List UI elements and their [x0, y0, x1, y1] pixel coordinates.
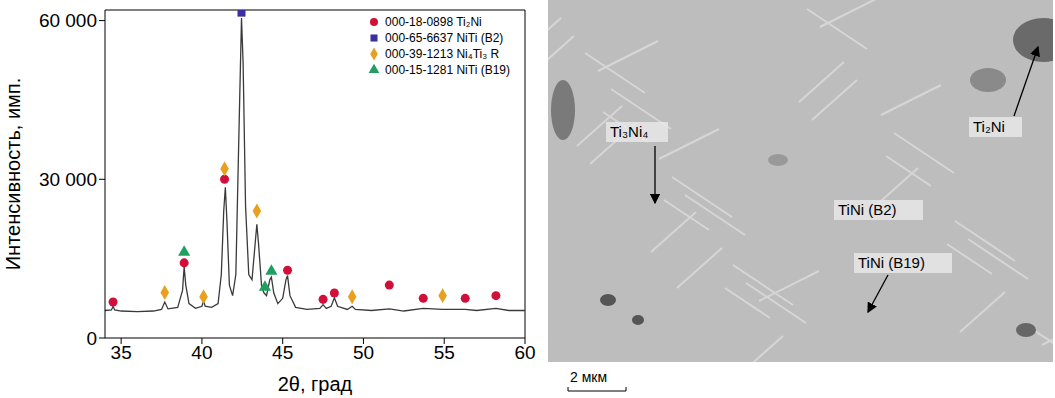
- svg-text:50: 50: [353, 342, 374, 363]
- html-text:000-15-1281 NiTi (B19): 000-15-1281 NiTi (B19): [385, 63, 510, 77]
- svg-text:TiNi (B19): TiNi (B19): [858, 254, 925, 271]
- svg-text:Ti₃Ni₄: Ti₃Ni₄: [610, 123, 648, 140]
- svg-text:35: 35: [111, 342, 132, 363]
- svg-text:40: 40: [191, 342, 212, 363]
- svg-text:2 мкм: 2 мкм: [570, 369, 607, 385]
- svg-text:Ti₂Ni: Ti₂Ni: [973, 118, 1005, 135]
- svg-text:30 000: 30 000: [39, 169, 97, 190]
- svg-text:TiNi (B2): TiNi (B2): [838, 201, 897, 218]
- svg-text:2θ, град: 2θ, град: [278, 373, 353, 395]
- svg-text:0: 0: [86, 328, 97, 349]
- svg-text:60 000: 60 000: [39, 10, 97, 31]
- html-text:000-18-0898 Ti₂Ni: 000-18-0898 Ti₂Ni: [385, 15, 482, 29]
- svg-text:60: 60: [514, 342, 535, 363]
- html-text:000-39-1213 Ni₄Ti₃ R: 000-39-1213 Ni₄Ti₃ R: [385, 47, 500, 61]
- html-text:000-65-6637 NiTi (B2): 000-65-6637 NiTi (B2): [385, 31, 504, 45]
- svg-text:55: 55: [434, 342, 455, 363]
- svg-text:45: 45: [272, 342, 293, 363]
- svg-text:Интенсивность, имп.: Интенсивность, имп.: [2, 78, 24, 271]
